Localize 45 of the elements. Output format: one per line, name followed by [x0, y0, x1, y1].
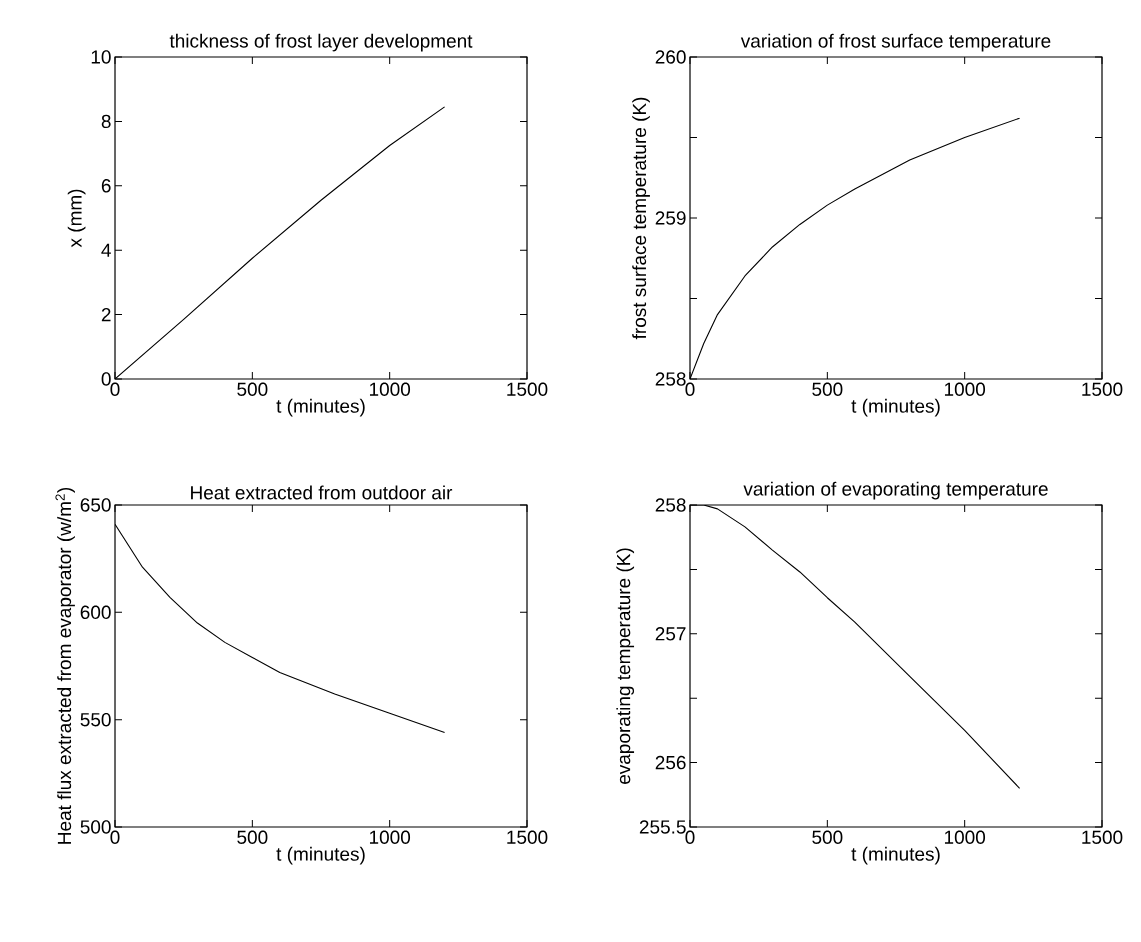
x-axis-title: t (minutes) [851, 846, 940, 865]
y-axis-title: frost surface temperature (K) [632, 97, 650, 340]
y-tick-label: 260 [655, 50, 686, 64]
chart-title: variation of evaporating temperature [743, 481, 1048, 500]
y-tick-label: 4 [101, 243, 111, 257]
x-tick-label: 1500 [1082, 382, 1123, 396]
x-tick-label: 0 [110, 382, 120, 396]
x-axis-title: t (minutes) [276, 398, 365, 417]
x-tick-label: 1000 [369, 830, 411, 844]
chart-title: Heat extracted from outdoor air [191, 485, 453, 500]
y-axis-title: Heat flux extracted from evaporator (w/m$^{2}$) [55, 487, 75, 844]
y-tick-label: 259 [655, 211, 686, 225]
x-tick-label: 0 [685, 382, 695, 396]
y-tick-label: 8 [101, 114, 111, 129]
x-tick-label: 1000 [369, 382, 411, 396]
x-tick-label: 0 [685, 830, 695, 844]
chart-title: thickness of frost layer development [169, 33, 473, 52]
x-tick-label: 1500 [507, 382, 548, 396]
x-tick-label: 500 [237, 382, 268, 396]
y-tick-label: 255.5 [639, 820, 686, 834]
y-tick-label: 258 [655, 372, 686, 386]
y-tick-label: 257 [655, 627, 686, 641]
x-tick-label: 1500 [1082, 830, 1123, 844]
x-tick-label: 500 [237, 830, 268, 844]
x-tick-label: 1500 [507, 830, 548, 844]
y-tick-label: 2 [101, 307, 111, 322]
y-tick-label: 550 [80, 712, 111, 727]
x-tick-label: 500 [812, 382, 843, 396]
y-tick-label: 600 [80, 605, 111, 620]
y-tick-label: 10 [91, 50, 111, 64]
x-tick-label: 0 [110, 830, 120, 844]
x-tick-label: 1000 [944, 830, 986, 844]
y-tick-label: 256 [655, 755, 686, 770]
x-tick-label: 500 [812, 830, 843, 844]
y-tick-label: 6 [101, 179, 111, 193]
y-tick-label: 500 [80, 820, 111, 834]
x-axis-title: t (minutes) [276, 846, 365, 865]
y-axis-title: evaporating temperature (K) [616, 548, 635, 784]
y-axis-title: x (mm) [67, 189, 86, 248]
x-axis-title: t (minutes) [851, 398, 940, 417]
x-tick-label: 1000 [944, 382, 986, 396]
chart-title: variation of frost surface temperature [740, 33, 1051, 52]
y-tick-label: 0 [101, 372, 111, 386]
y-tick-label: 650 [80, 498, 111, 512]
y-tick-label: 258 [655, 498, 686, 512]
